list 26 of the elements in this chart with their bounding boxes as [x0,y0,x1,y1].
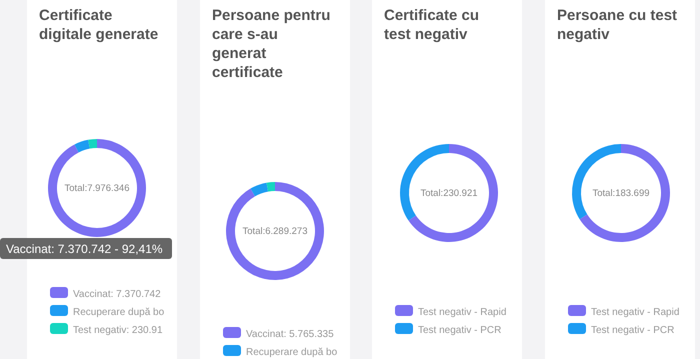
donut-slice [226,182,324,280]
legend-label: Recuperare după bo [246,347,338,358]
legend-label: Vaccinat: 5.765.335 [246,329,334,340]
donut-slice [74,140,90,152]
donut-slice [408,144,498,242]
donut-slice [250,182,268,196]
legend-label: Test negativ - PCR [418,325,502,336]
text: Total:6.289.273 [242,226,308,237]
legend-label: Test negativ - Rapid [418,307,506,318]
chart-title: Certificate cu test negativ [384,7,480,43]
chart-title: Persoane pentru care s-au generat certificate [212,7,330,81]
legend-label: Vaccinat: 7.370.742 [73,289,162,300]
chart-title: Persoane cu test negativ [557,7,678,43]
chart-title: Certificate digitale generate [39,7,158,43]
donut-slice [266,182,275,192]
donut-slice [48,139,146,237]
legend-label: Recuperare după bo [73,307,165,318]
text: Total:7.976.346 [64,183,130,194]
donut-slice [580,144,670,242]
legend-label: Test negativ - PCR [591,325,674,336]
text: Total:183.699 [592,188,650,199]
text: Total:230.921 [420,188,478,199]
legend-label: Test negativ: 230.91 [73,325,163,336]
legend-label: Test negativ - Rapid [591,307,680,318]
tooltip-box: Vaccinat: 7.370.742 - 92,41% [0,238,172,259]
donut-slice [88,139,97,149]
